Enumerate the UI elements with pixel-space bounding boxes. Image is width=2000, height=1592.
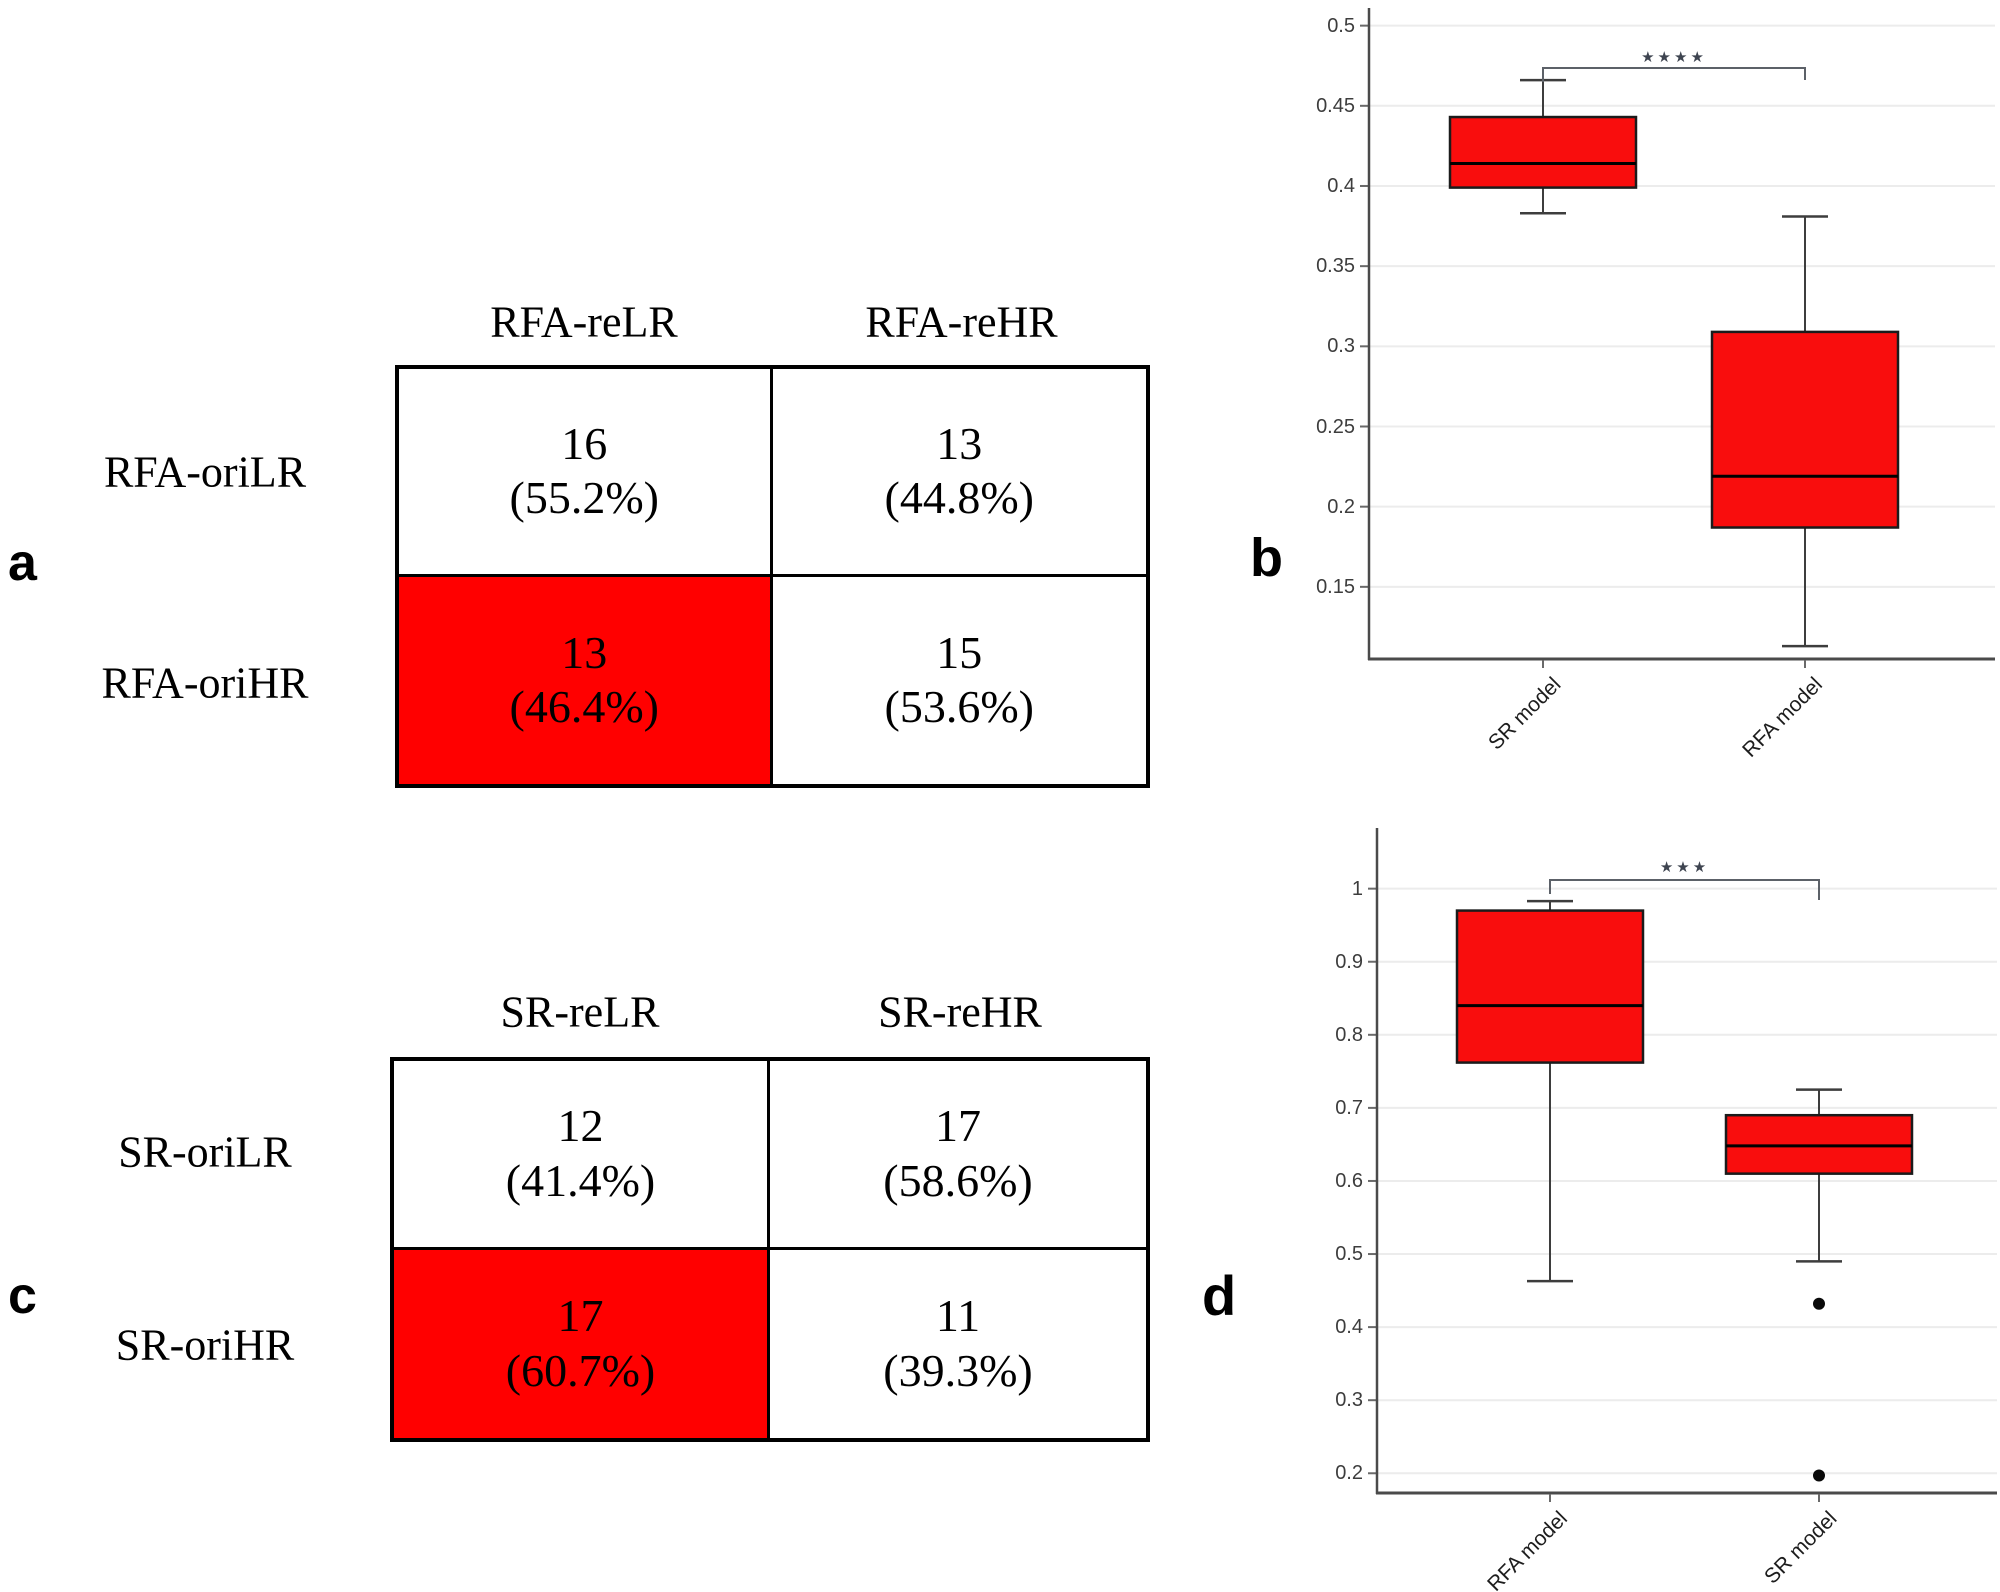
panel-letter-b: b (1250, 528, 1283, 588)
y-tick-label: 0.4 (1335, 1316, 1363, 1339)
table-cell: 13 (44.8%) (772, 369, 1146, 577)
panel-letter-c: c (8, 1267, 37, 1325)
table-cell: 15 (53.6%) (773, 577, 1147, 785)
y-tick-label: 1 (1351, 877, 1363, 900)
y-tick-label: 0.5 (1327, 14, 1355, 37)
significance-bracket (1542, 67, 1806, 82)
table-cell: 13 (46.4%) (399, 576, 773, 784)
col-header-a2: RFA-reHR (865, 297, 1058, 347)
box-RFA-model (1455, 909, 1645, 1064)
table-cell: 16 (55.2%) (399, 369, 773, 577)
table-cell: 12 (41.4%) (394, 1061, 770, 1250)
y-tick-label: 0.7 (1335, 1096, 1363, 1119)
table-cell: 17 (58.6%) (770, 1061, 1146, 1250)
y-tick-label: 0.3 (1335, 1389, 1363, 1412)
y-tick-label: 0.8 (1335, 1023, 1363, 1046)
y-tick-label: 0.2 (1327, 495, 1355, 518)
table-cell-value: 13 (46.4%) (509, 626, 659, 733)
y-tick-label: 0.2 (1335, 1462, 1363, 1485)
row-header-a2: RFA-oriHR (101, 658, 309, 708)
col-header-c1: SR-reLR (500, 987, 660, 1037)
table-cell-value: 13 (44.8%) (884, 417, 1034, 524)
box-SR-model (1448, 115, 1638, 189)
row-header-c1: SR-oriLR (118, 1127, 292, 1177)
panel-letter-d: d (1202, 1264, 1237, 1327)
y-tick-label: 0.4 (1327, 174, 1355, 197)
box-RFA-model (1710, 330, 1900, 529)
y-tick-label: 0.5 (1335, 1243, 1363, 1266)
row-header-c2: SR-oriHR (115, 1320, 295, 1369)
table-cell-value: 11 (39.3%) (883, 1290, 1033, 1396)
significance-bracket (1549, 879, 1820, 900)
y-tick-label: 0.6 (1335, 1169, 1363, 1192)
table-cell-value: 16 (55.2%) (509, 417, 659, 524)
y-tick-label: 0.15 (1316, 575, 1355, 598)
col-header-c2: SR-reHR (878, 987, 1042, 1037)
y-tick-label: 0.45 (1316, 94, 1355, 117)
table-cell: 11 (39.3%) (770, 1250, 1146, 1439)
row-header-a1: RFA-oriLR (103, 447, 307, 496)
y-tick-label: 0.3 (1327, 335, 1355, 358)
col-header-a1: RFA-reLR (490, 297, 678, 347)
outlier-dot (1813, 1297, 1825, 1310)
panel-letter-a: a (8, 534, 37, 592)
y-tick-label: 0.35 (1316, 255, 1355, 278)
table-grid-a: 16 (55.2%) 13 (44.8%) 13 (46.4%) 15 (53.6%) (395, 365, 1150, 788)
table-cell-value: 15 (53.6%) (884, 626, 1034, 733)
y-tick-label: 0.9 (1335, 950, 1363, 973)
significance-stars: ★★★★ (1641, 48, 1707, 66)
significance-stars: ★★★ (1659, 858, 1710, 876)
table-cell-value: 12 (41.4%) (505, 1100, 656, 1206)
table-cell-value: 17 (60.7%) (505, 1290, 656, 1396)
outlier-dot (1813, 1469, 1825, 1482)
y-tick-label: 0.25 (1316, 415, 1355, 438)
table-cell-value: 17 (58.6%) (883, 1100, 1033, 1206)
table-cell: 17 (60.7%) (394, 1249, 770, 1438)
table-grid-c: 12 (41.4%) 17 (58.6%) 17 (60.7%) 11 (39.3%) (390, 1057, 1150, 1442)
